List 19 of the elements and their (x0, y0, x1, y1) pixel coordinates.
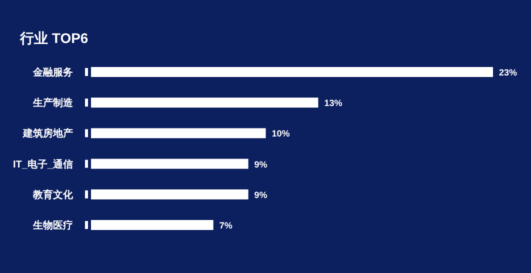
data-label: 23% (499, 68, 518, 78)
data-label: 13% (324, 98, 342, 108)
chart-title: 行业 TOP6 (19, 30, 88, 46)
bar (91, 220, 214, 230)
bar (91, 67, 493, 77)
data-label: 7% (219, 220, 232, 230)
y-tick-label: 教育文化 (32, 188, 74, 201)
y-tick-label: 金融服务 (32, 66, 73, 78)
y-tick-label: IT_电子_通信 (12, 158, 73, 170)
y-tick-label: 生物医疗 (32, 220, 73, 232)
y-tick-label: 生产制造 (32, 97, 74, 110)
data-label: 10% (272, 128, 290, 139)
y-tick-label: 建筑房地产 (22, 128, 73, 140)
bar (91, 189, 248, 200)
bar (91, 128, 266, 138)
data-label: 9% (254, 159, 268, 170)
bar (91, 158, 248, 169)
data-label: 9% (254, 190, 268, 200)
bar (91, 98, 318, 108)
